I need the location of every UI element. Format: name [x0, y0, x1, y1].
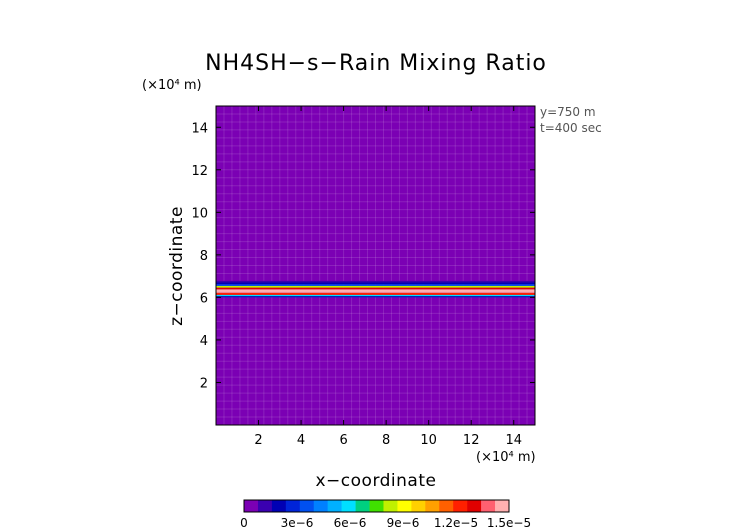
- x-tick-label: 14: [505, 433, 522, 448]
- colorbar-swatch: [271, 500, 287, 512]
- layer-band: [216, 284, 535, 286]
- colorbar-tick-label: 1.2e−5: [434, 516, 478, 530]
- colorbar-swatch: [369, 500, 384, 512]
- x-tick-label: 12: [463, 433, 480, 448]
- layer-band: [216, 291, 535, 293]
- z-tick-label: 8: [200, 249, 208, 264]
- z-tick-label: 10: [191, 206, 208, 221]
- colorbar-tick-label: 3e−6: [281, 516, 314, 530]
- colorbar-frame: [243, 499, 510, 513]
- x-tick-label: 8: [382, 433, 390, 448]
- colorbar-swatch: [425, 500, 440, 512]
- colorbar-swatch: [244, 500, 259, 512]
- chart-title: NH4SH−s−Rain Mixing Ratio: [205, 51, 547, 76]
- z-tick-label: 6: [200, 291, 208, 306]
- x-tick-label: 2: [254, 433, 262, 448]
- colorbar-tick-label: 0: [240, 516, 248, 530]
- colorbar-swatch: [495, 500, 510, 512]
- colorbar-tick-label: 9e−6: [387, 516, 420, 530]
- grid-texture: [216, 106, 535, 425]
- colorbar-swatch: [397, 500, 412, 512]
- colorbar: 0 3e−6 6e−6 9e−6 1.2e−5 1.5e−5: [240, 499, 531, 530]
- x-axis-ticks: 2 4 6 8 10 12 14: [254, 106, 522, 448]
- colorbar-tick-label: 1.5e−5: [487, 516, 531, 530]
- layer-band: [216, 289, 535, 292]
- z-tick-label: 12: [191, 164, 208, 179]
- colorbar-tick-label: 6e−6: [334, 516, 367, 530]
- colorbar-swatch: [411, 500, 426, 512]
- z-axis-label: z−coordinate: [167, 206, 187, 326]
- colorbar-swatch: [285, 500, 301, 512]
- colorbar-swatch: [439, 500, 454, 512]
- z-axis-ticks: 2 4 6 8 10 12 14: [191, 121, 535, 391]
- colorbar-swatch: [327, 500, 342, 512]
- annotation-y: y=750 m: [540, 105, 596, 119]
- colorbar-swatch: [299, 500, 315, 512]
- colorbar-swatch: [355, 500, 370, 512]
- layer-band: [216, 285, 535, 288]
- plot-frame: [215, 105, 536, 426]
- layer-band: [216, 294, 535, 297]
- layer-band: [216, 296, 535, 298]
- colorbar-swatch: [313, 500, 328, 512]
- field-background: [216, 106, 535, 425]
- z-tick-label: 2: [200, 376, 208, 391]
- layer-band: [216, 292, 535, 295]
- colorbar-swatch: [341, 500, 356, 512]
- colorbar-swatch: [383, 500, 398, 512]
- z-unit-label: (×10⁴ m): [142, 78, 202, 93]
- layer-band: [216, 287, 535, 290]
- x-tick-label: 10: [420, 433, 437, 448]
- colorbar-swatch: [481, 500, 496, 512]
- x-tick-label: 4: [297, 433, 305, 448]
- layer-band: [216, 280, 535, 283]
- colorbar-swatch: [257, 500, 273, 512]
- z-tick-label: 14: [191, 121, 208, 136]
- layer-band: [216, 282, 535, 285]
- x-tick-label: 6: [339, 433, 347, 448]
- annotation-t: t=400 sec: [540, 121, 602, 135]
- plot-area: [215, 105, 536, 426]
- z-tick-label: 4: [200, 334, 208, 349]
- x-unit-label: (×10⁴ m): [476, 450, 536, 465]
- colorbar-swatch: [467, 500, 482, 512]
- colorbar-swatch: [453, 500, 468, 512]
- x-axis-label: x−coordinate: [316, 471, 437, 491]
